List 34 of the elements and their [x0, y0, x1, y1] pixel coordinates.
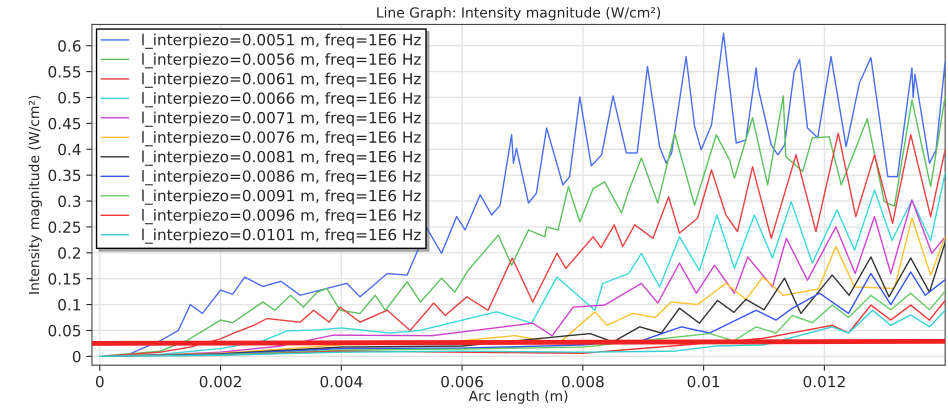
- legend-label: l_interpiezo=0.0071 m, freq=1E6 Hz: [142, 112, 421, 127]
- legend-label: l_interpiezo=0.0066 m, freq=1E6 Hz: [142, 92, 421, 108]
- legend-label: l_interpiezo=0.0096 m, freq=1E6 Hz: [142, 209, 421, 224]
- legend-label: l_interpiezo=0.0051 m, freq=1E6 Hz: [142, 34, 421, 49]
- y-tick-label: 0.3: [58, 196, 80, 208]
- legend-label: l_interpiezo=0.0061 m, freq=1E6 Hz: [142, 72, 421, 88]
- y-tick-label: 0.5: [58, 92, 80, 104]
- y-tick-label: 0.45: [48, 118, 80, 130]
- legend-label: l_interpiezo=0.0086 m, freq=1E6 Hz: [142, 170, 421, 186]
- y-tick-label: 0.15: [48, 273, 80, 285]
- legend-label: l_interpiezo=0.0056 m, freq=1E6 Hz: [142, 53, 421, 68]
- legend-label: l_interpiezo=0.0091 m, freq=1E6 Hz: [142, 190, 421, 205]
- y-tick-label: 0: [72, 350, 81, 362]
- x-tick-label: 0.012: [804, 376, 845, 388]
- y-tick-label: 0.25: [48, 221, 80, 233]
- x-tick-label: 0.002: [200, 376, 241, 388]
- x-axis-title: Arc length (m): [468, 390, 568, 404]
- chart-title: Line Graph: Intensity magnitude (W/cm²): [377, 6, 660, 20]
- legend-label: l_interpiezo=0.0076 m, freq=1E6 Hz: [142, 131, 421, 146]
- y-tick-label: 0.05: [48, 324, 80, 336]
- x-tick-label: 0.004: [320, 376, 362, 388]
- legend-label: l_interpiezo=0.0081 m, freq=1E6 Hz: [142, 150, 421, 166]
- y-tick-label: 0.2: [58, 247, 80, 259]
- y-axis-title: Intensity magnitude (W/cm²): [28, 96, 42, 294]
- y-tick-label: 0.55: [48, 66, 80, 78]
- x-tick-label: 0.01: [688, 376, 720, 388]
- y-tick-label: 0.35: [48, 170, 80, 182]
- y-tick-label: 0.4: [58, 144, 81, 156]
- x-tick-label: 0.006: [441, 376, 484, 388]
- x-tick-label: 0.008: [562, 376, 604, 388]
- y-tick-label: 0.6: [58, 40, 81, 52]
- legend-label: l_interpiezo=0.0101 m, freq=1E6 Hz: [142, 228, 421, 244]
- x-tick-label: 0: [96, 376, 104, 388]
- y-tick-label: 0.1: [58, 299, 80, 311]
